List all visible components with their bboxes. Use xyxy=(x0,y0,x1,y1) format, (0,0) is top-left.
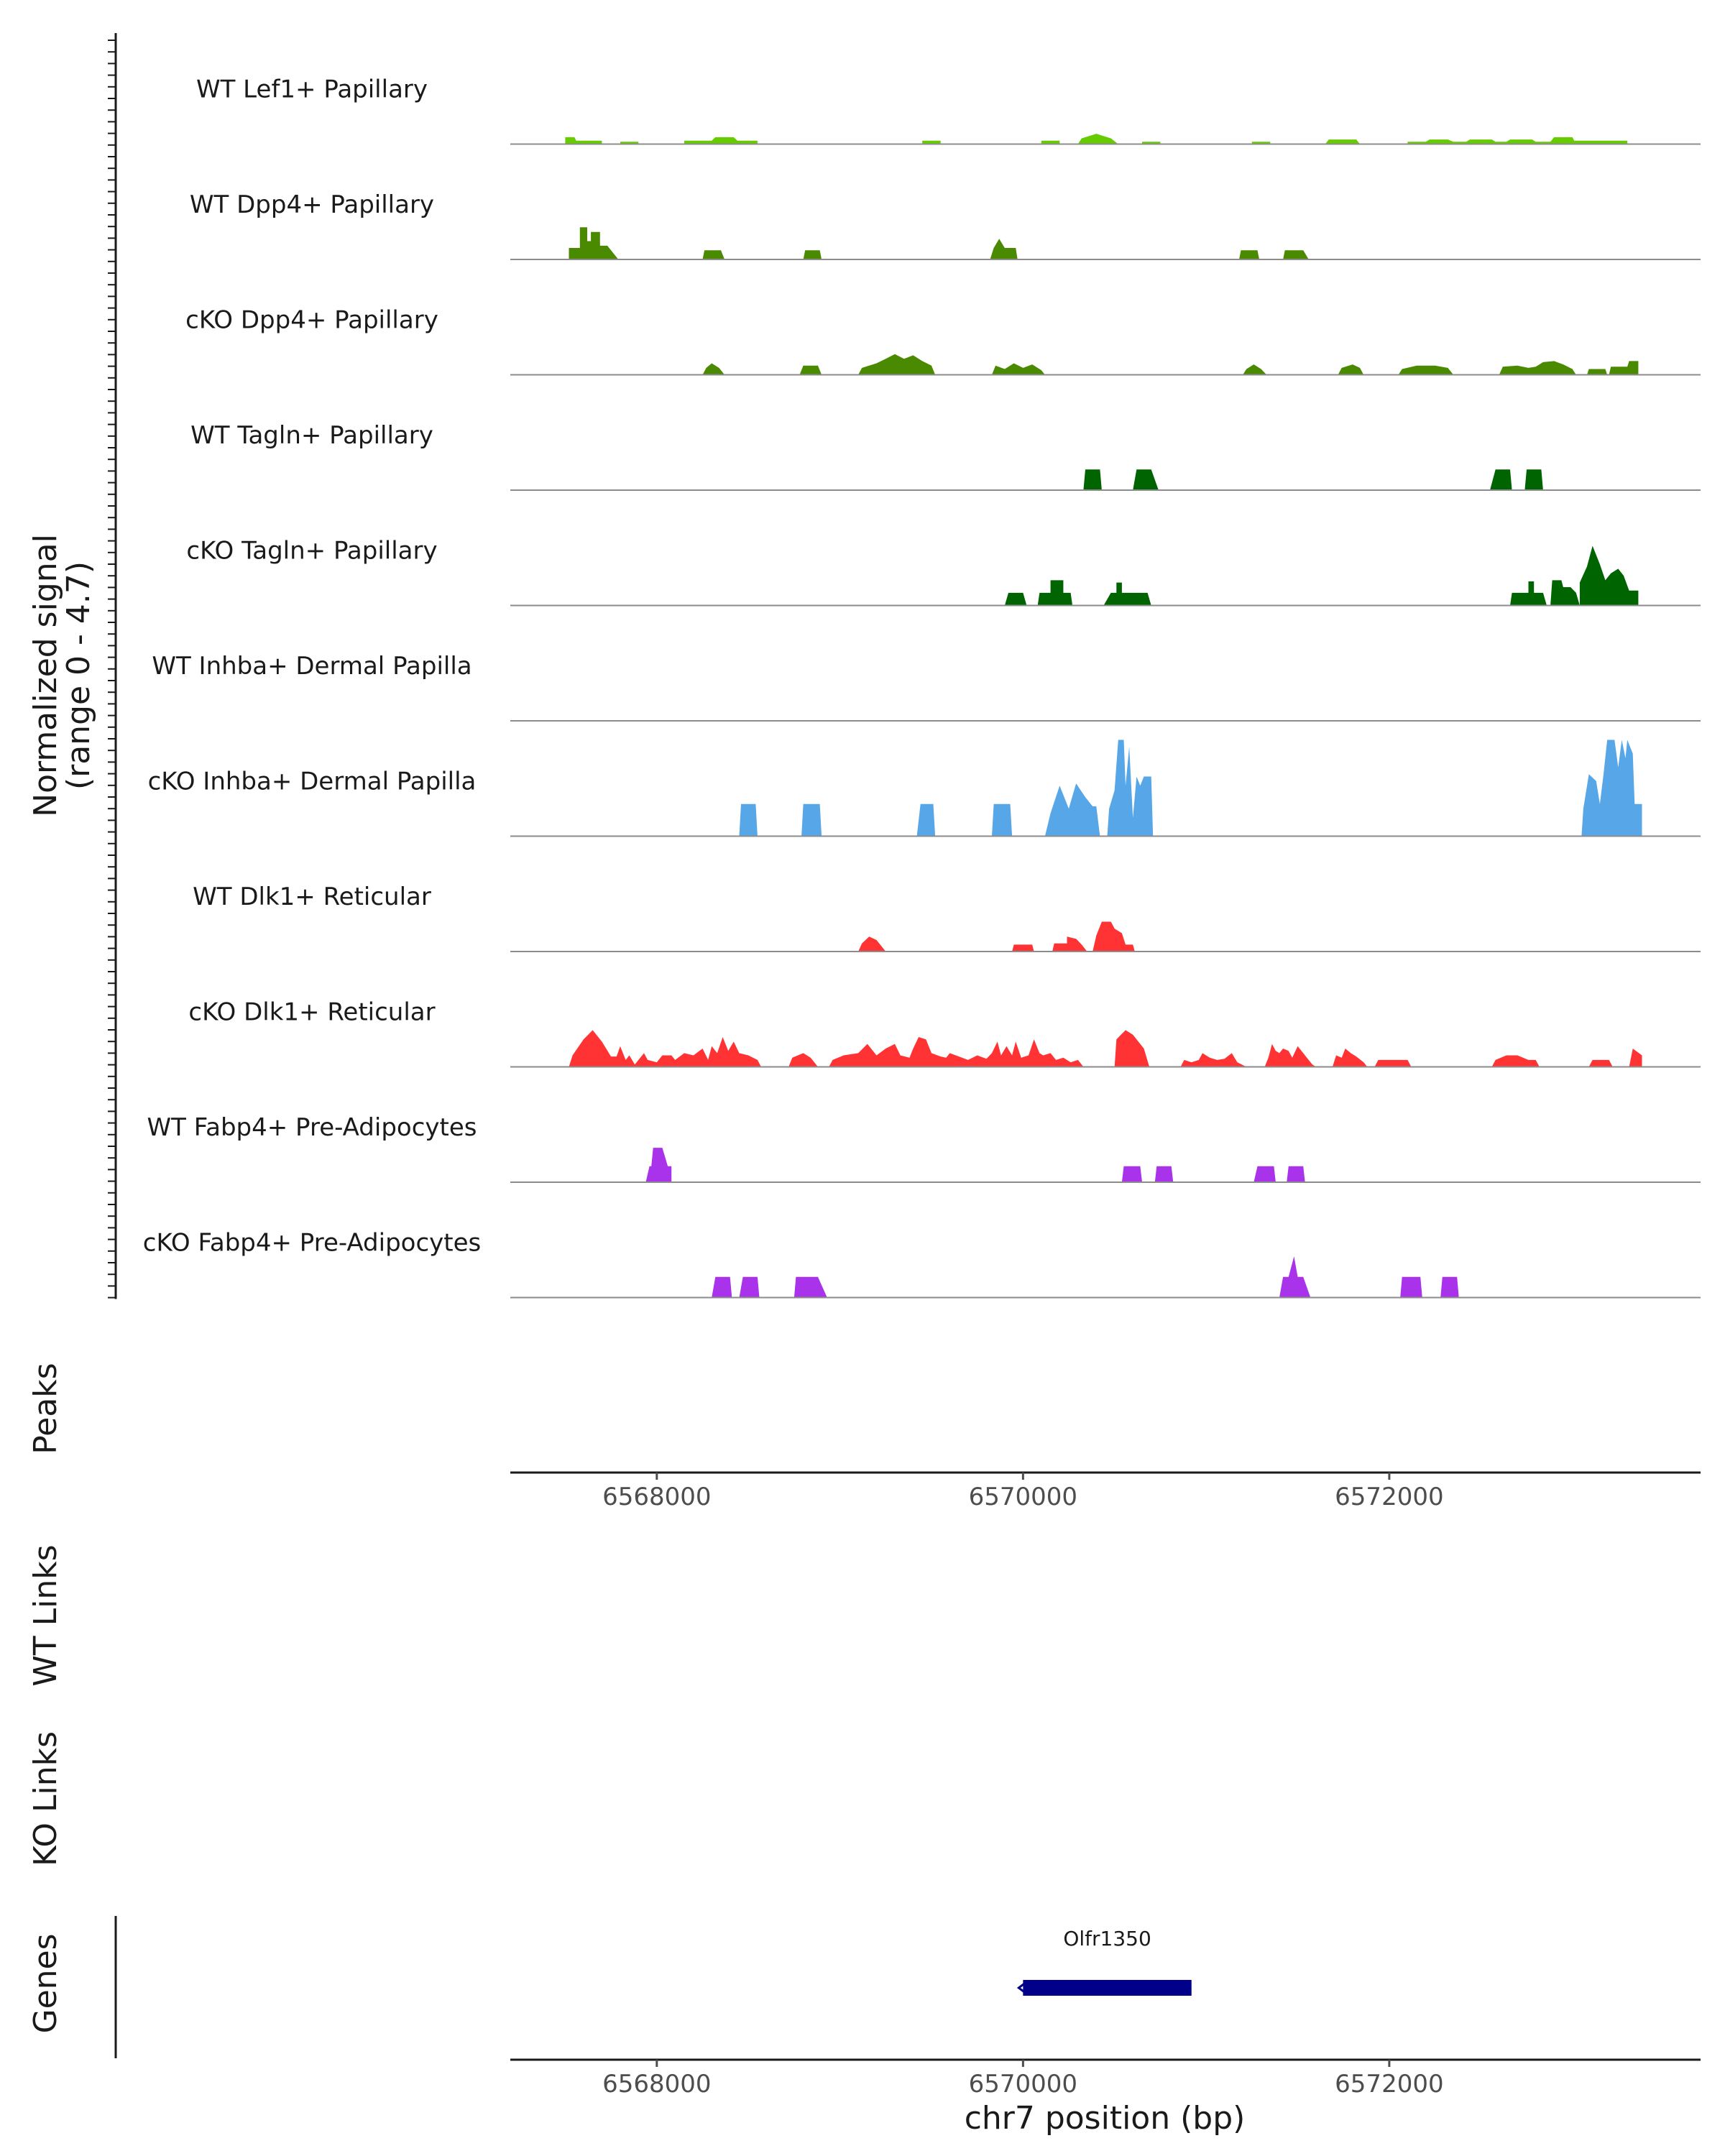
gene-olfr1350: Olfr1350 xyxy=(1016,1927,1192,1996)
track-wt-lef1-papillary: WT Lef1+ Papillary xyxy=(196,75,1701,145)
track-label: WT Fabp4+ Pre-Adipocytes xyxy=(147,1113,477,1142)
coverage-area-cko-fabp4-pre-adipocytes xyxy=(712,1256,1459,1298)
coverage-area-cko-tagln-papillary xyxy=(1004,545,1639,606)
gene-strand-arrow xyxy=(1016,1982,1026,1994)
track-wt-dpp4-papillary: WT Dpp4+ Papillary xyxy=(190,190,1701,260)
track-label: WT Dpp4+ Papillary xyxy=(190,190,434,219)
coverage-area-wt-lef1-papillary xyxy=(565,134,1628,144)
x-axis-title: chr7 position (bp) xyxy=(965,2100,1246,2137)
track-label: cKO Fabp4+ Pre-Adipocytes xyxy=(143,1229,482,1258)
track-cko-inhba-dermal-papilla: cKO Inhba+ Dermal Papilla xyxy=(148,740,1701,837)
track-label: cKO Tagln+ Papillary xyxy=(186,537,437,566)
coverage-area-wt-dpp4-papillary xyxy=(569,227,1309,259)
track-label: cKO Dlk1+ Reticular xyxy=(188,998,435,1027)
gene-label: Olfr1350 xyxy=(1063,1927,1151,1950)
x-tick-label: 6570000 xyxy=(969,1483,1077,1511)
track-cko-fabp4-pre-adipocytes: cKO Fabp4+ Pre-Adipocytes xyxy=(143,1229,1701,1299)
coverage-tracks: WT Lef1+ Papillary WT Dpp4+ Papillary cKO … xyxy=(143,75,1701,1299)
wt-links-track-label: WT Links xyxy=(27,1544,64,1686)
x-axis-ticks: 6568000 6570000 6572000 xyxy=(602,2060,1444,2099)
gene-annotations: Olfr1350 xyxy=(1016,1927,1192,1996)
track-label: WT Tagln+ Papillary xyxy=(190,421,433,450)
peaks-axis-ticks: 6568000 6570000 6572000 xyxy=(602,1473,1444,1511)
coverage-area-cko-dlk1-reticular xyxy=(569,1030,1642,1067)
track-label: WT Dlk1+ Reticular xyxy=(193,883,431,911)
track-cko-tagln-papillary: cKO Tagln+ Papillary xyxy=(186,537,1701,607)
signal-axis-title: Normalized signal xyxy=(27,534,64,817)
x-tick-label: 6572000 xyxy=(1335,1483,1443,1511)
track-wt-fabp4-pre-adipocytes: WT Fabp4+ Pre-Adipocytes xyxy=(147,1113,1701,1183)
coverage-area-cko-inhba-dermal-papilla xyxy=(739,740,1642,837)
track-wt-inhba-dermal-papilla: WT Inhba+ Dermal Papilla xyxy=(152,652,1701,722)
ko-links-track-label: KO Links xyxy=(27,1731,64,1866)
peaks-track-label: Peaks xyxy=(27,1363,64,1454)
x-tick-label: 6572000 xyxy=(1335,2070,1443,2099)
genes-track-label: Genes xyxy=(27,1933,64,2033)
track-label: WT Inhba+ Dermal Papilla xyxy=(152,652,472,681)
gene-body xyxy=(1023,1980,1192,1996)
coverage-area-wt-tagln-papillary xyxy=(1083,469,1543,490)
coverage-area-wt-fabp4-pre-adipocytes xyxy=(645,1148,1305,1182)
track-wt-tagln-papillary: WT Tagln+ Papillary xyxy=(190,421,1701,491)
track-label: cKO Inhba+ Dermal Papilla xyxy=(148,768,477,796)
track-label: cKO Dpp4+ Papillary xyxy=(185,306,438,335)
signal-axis xyxy=(108,33,117,1299)
track-wt-dlk1-reticular: WT Dlk1+ Reticular xyxy=(193,883,1701,952)
coverage-area-cko-dpp4-papillary xyxy=(702,354,1639,375)
track-cko-dlk1-reticular: cKO Dlk1+ Reticular xyxy=(188,998,1701,1068)
coverage-area-wt-dlk1-reticular xyxy=(858,921,1135,952)
signal-axis-range: (range 0 - 4.7) xyxy=(60,561,97,790)
track-cko-dpp4-papillary: cKO Dpp4+ Papillary xyxy=(185,306,1701,376)
x-tick-label: 6568000 xyxy=(602,1483,711,1511)
track-label: WT Lef1+ Papillary xyxy=(196,75,428,104)
x-tick-label: 6570000 xyxy=(969,2070,1077,2099)
x-tick-label: 6568000 xyxy=(602,2070,711,2099)
